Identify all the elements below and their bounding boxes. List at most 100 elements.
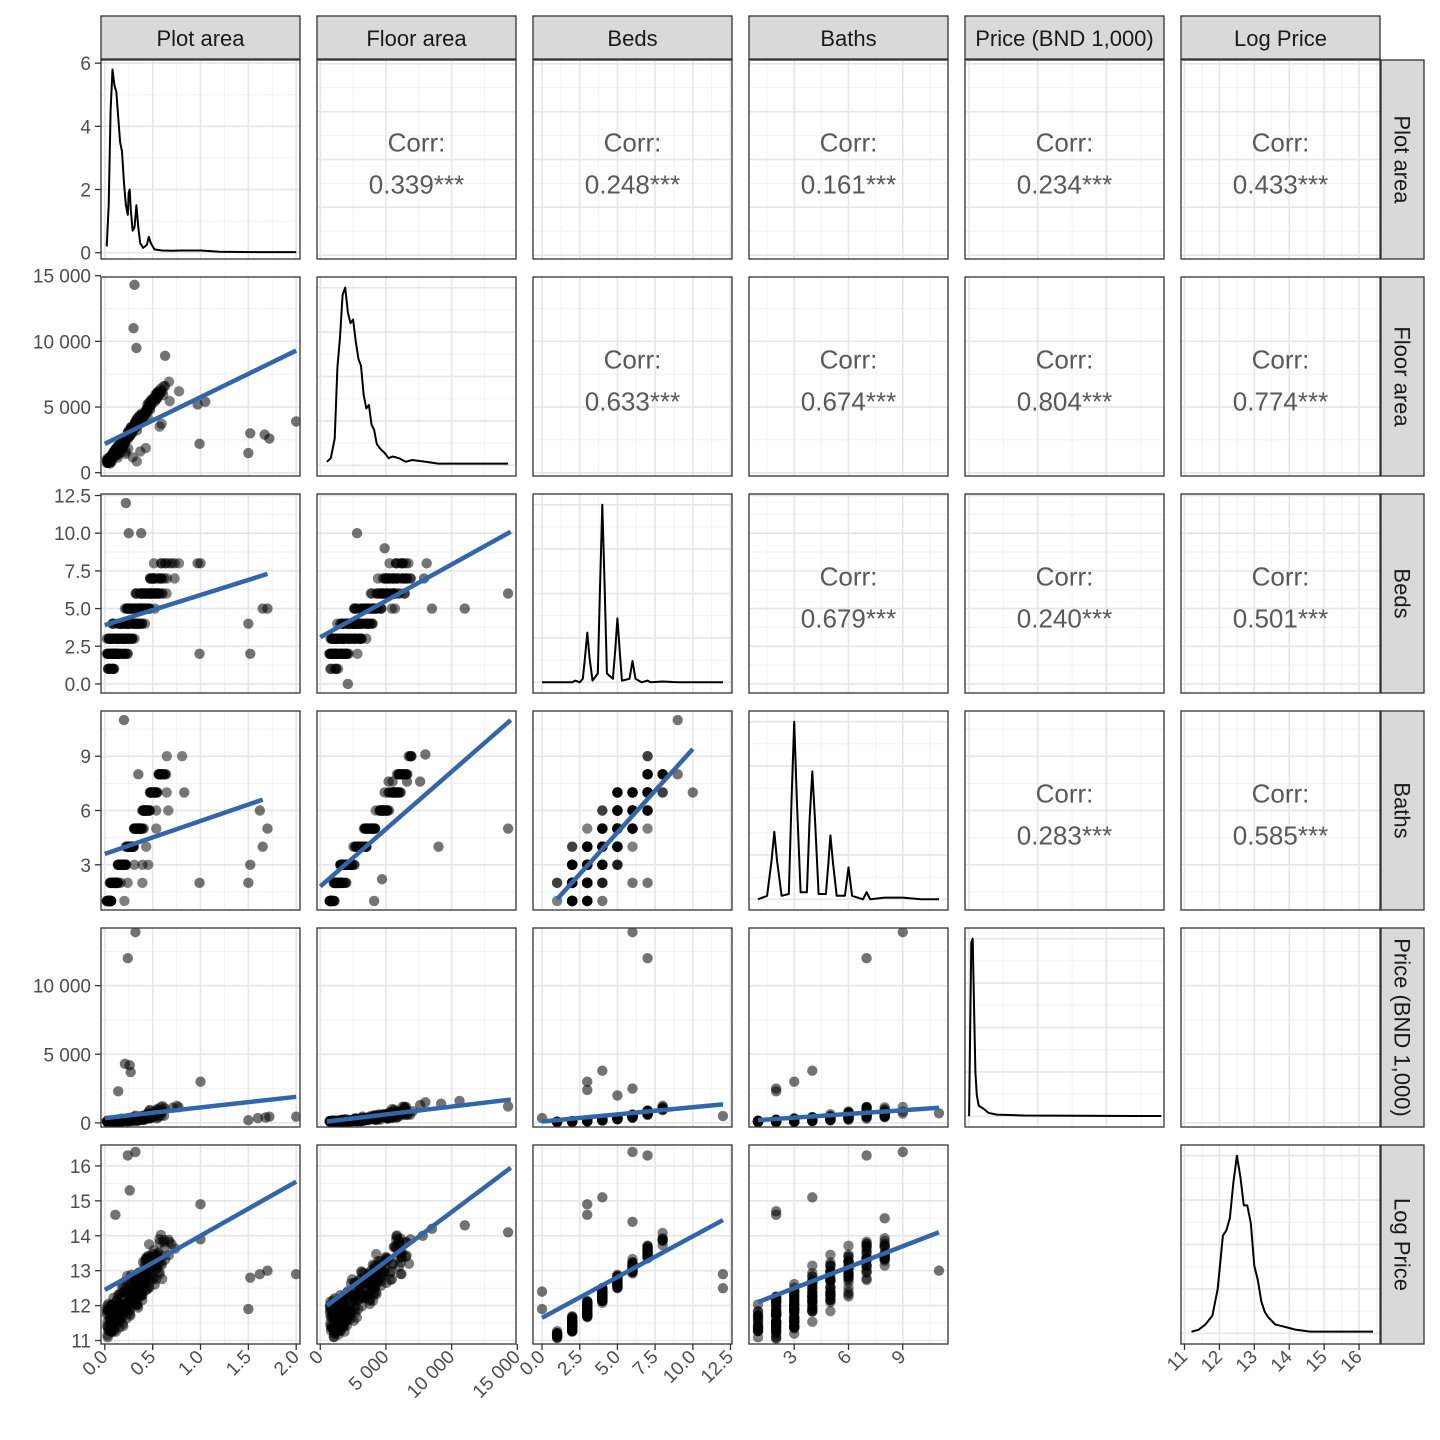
fit-line <box>540 1218 725 1320</box>
panel-border <box>1180 59 1381 260</box>
scatter-point <box>426 603 438 614</box>
panel-border <box>100 493 301 694</box>
scatter-point <box>243 877 254 889</box>
panel-baths-vs-beds <box>532 710 733 911</box>
y-axis-plot-area: 0 2 4 6 <box>80 54 101 265</box>
panel-border <box>316 927 517 1128</box>
y-tick-label: 10 000 <box>33 977 91 998</box>
scatter-point <box>161 588 172 599</box>
panel-log-price-vs-beds <box>532 1144 733 1345</box>
scatter-point <box>339 1308 351 1320</box>
scatter-point <box>459 1220 470 1231</box>
scatter-point <box>582 877 593 889</box>
scatter-point <box>348 603 360 614</box>
x-tick-label: 9 <box>888 1347 910 1369</box>
x-tick-label: 10 000 <box>403 1347 459 1403</box>
corr-value: 0.501*** <box>1233 604 1328 634</box>
scatter-point <box>582 1199 593 1210</box>
scatter-point <box>125 1115 136 1126</box>
panel-border <box>748 493 949 694</box>
corr-label: Corr: <box>604 345 662 375</box>
corr-label: Corr: <box>1036 345 1094 375</box>
x-tick-label: 5 000 <box>345 1347 393 1395</box>
scatter-point <box>354 618 365 629</box>
corr-value: 0.774*** <box>1233 387 1328 417</box>
fit-line <box>541 1102 724 1124</box>
y-tick-label: 12.5 <box>54 487 91 508</box>
strip-col-log-price: Log Price <box>1180 15 1381 60</box>
scatter-point <box>104 633 115 644</box>
panel-border <box>532 276 733 477</box>
scatter-point <box>879 1213 890 1224</box>
panel-background <box>1181 494 1380 693</box>
scatter-point <box>612 841 623 852</box>
density-curve <box>968 937 1162 1117</box>
scatter-point <box>112 447 124 459</box>
scatter-point <box>933 1265 945 1276</box>
fit-line <box>555 747 695 901</box>
scatter-point <box>122 877 133 889</box>
scatter-point <box>124 1185 135 1196</box>
scatter-points <box>319 527 514 690</box>
scatter-point <box>717 1282 729 1294</box>
scatter-point <box>194 648 205 660</box>
scatter-point <box>194 438 205 450</box>
scatter-point <box>825 1287 836 1299</box>
panel-border <box>964 276 1165 477</box>
scatter-point <box>352 648 363 660</box>
scatter-point <box>194 877 205 889</box>
panel-border <box>1180 1144 1381 1345</box>
scatter-point <box>290 1268 300 1280</box>
y-tick-label: 14 <box>70 1227 92 1248</box>
scatter-point <box>433 841 444 852</box>
scatter-point <box>657 787 668 798</box>
x-tick-label: 5.0 <box>591 1347 625 1381</box>
corr-label: Corr: <box>1252 562 1310 592</box>
strip-background <box>100 15 301 60</box>
scatter-point <box>141 1252 152 1263</box>
fit-line <box>326 1097 512 1124</box>
scatter-point <box>356 1282 367 1294</box>
scatter-points <box>752 928 945 1127</box>
scatter-point <box>119 603 131 614</box>
scatter-point <box>627 1146 638 1158</box>
strip-label: Plot area <box>1390 115 1415 204</box>
strip-row-plot-area: Plot area <box>1380 59 1425 260</box>
strip-col-floor-area: Floor area <box>316 15 517 60</box>
scatter-point <box>642 769 653 780</box>
scatter-point <box>154 1237 165 1249</box>
panel-border <box>532 1144 733 1345</box>
y-tick-label: 5 000 <box>43 398 91 419</box>
x-tick-label: 15 <box>1302 1347 1332 1377</box>
scatter-points <box>101 279 300 469</box>
panel-beds-vs-baths: Corr: 0.679*** <box>748 493 949 694</box>
scatter-point <box>151 823 162 834</box>
scatter-point <box>103 895 114 907</box>
y-axis-floor-area: 0 5 000 10 000 15 000 <box>33 267 101 485</box>
corr-value: 0.339*** <box>369 170 464 200</box>
scatter-point <box>879 1232 890 1244</box>
panel-beds-vs-floor-area <box>316 493 517 694</box>
y-axis-baths: 3 6 9 <box>80 747 101 877</box>
scatter-point <box>414 776 426 787</box>
scatter-point <box>642 877 653 889</box>
scatter-point <box>153 1247 164 1258</box>
fit-line <box>318 718 513 889</box>
corr-label: Corr: <box>1252 128 1310 158</box>
scatter-point <box>387 787 398 798</box>
scatter-point <box>123 527 134 539</box>
panel-beds-vs-log-price: Corr: 0.501*** <box>1180 493 1381 694</box>
scatter-point <box>329 1319 340 1330</box>
scatter-points <box>324 1165 514 1343</box>
x-tick-label: 3 <box>779 1347 801 1369</box>
panel-floor-area-vs-beds: Corr: 0.633*** <box>532 276 733 477</box>
scatter-point <box>176 751 188 762</box>
scatter-point <box>627 1216 638 1228</box>
scatter-point <box>333 633 344 644</box>
panel-border <box>748 276 949 477</box>
scatter-point <box>843 1268 854 1279</box>
density-curve <box>1191 1154 1373 1333</box>
scatter-point <box>133 769 144 780</box>
y-tick-label: 7.5 <box>65 562 91 583</box>
strip-label: Beds <box>1390 568 1415 618</box>
